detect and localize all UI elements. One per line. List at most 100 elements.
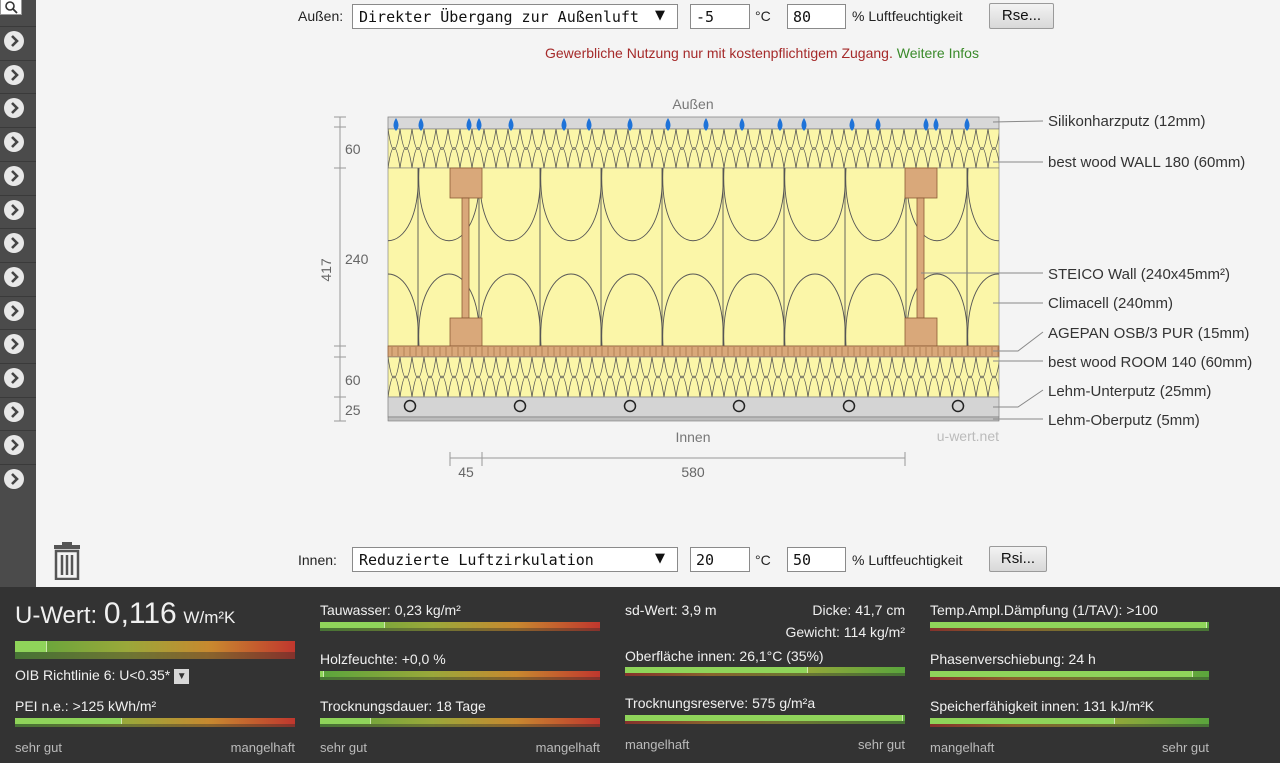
inside-temperature-input[interactable]: 20 [690,547,750,572]
sidebar-nav-button[interactable] [4,334,24,355]
holzfeuchte-bar-fill [320,671,324,677]
inside-humidity-input[interactable]: 50 [787,547,846,572]
layer-lehm-oberputz [387,416,1000,422]
weight-label: Gewicht: 114 kg/m² [785,624,905,640]
water-drop-icon [964,118,970,131]
holzfeuchte-bar [320,671,600,680]
dropdown-arrow-icon: ▼ [655,551,665,566]
dim-layer-4: 25 [345,402,361,418]
outside-transition-select[interactable]: Direkter Übergang zur Außenluft ▼ [352,4,678,29]
sidebar-separator [0,26,36,27]
oib-text: OIB Richtlinie 6: U<0.35* [15,667,171,683]
layer-label-6: best wood ROOM 140 (60mm) [1048,354,1252,371]
sidebar-nav-button[interactable] [4,233,24,254]
dropdown-arrow-icon[interactable]: ▼ [174,668,190,684]
sidebar-nav-button[interactable] [4,469,24,490]
outside-temperature-input[interactable]: -5 [690,4,750,29]
heating-pipe [403,399,417,413]
sidebar-nav-button[interactable] [4,368,24,388]
trocknungsdauer-bar [320,718,600,727]
more-info-link[interactable]: Weitere Infos [896,45,979,61]
phase-shift-bar [930,671,1209,680]
notice-text: Gewerbliche Nutzung nur mit kostenpflich… [545,45,893,61]
pei-bar-fill [15,718,123,724]
search-icon[interactable] [0,0,22,15]
layer-label-4: Climacell (240mm) [1048,295,1173,312]
rsi-button[interactable]: Rsi... [989,546,1047,572]
sidebar-nav-button[interactable] [4,300,24,321]
scale-right: sehr gut [858,737,905,752]
sidebar-nav-button[interactable] [4,64,24,85]
insulation-lobes [388,168,999,346]
holzfeuchte-label: Holzfeuchte: +0,0 % [320,651,446,667]
drying-reserve-label: Trocknungsreserve: 575 g/m²a [625,695,816,711]
sidebar-nav-button[interactable] [4,132,24,153]
inside-label: Innen: [298,552,337,568]
oib-requirement[interactable]: OIB Richtlinie 6: U<0.35* ▼ [15,667,190,684]
heat-storage-bar-fill [930,718,1116,724]
water-drop-icon [627,118,633,131]
scale-right: mangelhaft [535,740,600,755]
insulation-pattern-top [388,129,999,168]
chevron-right-icon [11,169,19,182]
water-drop-icon [801,118,807,131]
steico-stud-left [449,167,483,347]
dimension-lines-left [334,116,346,422]
bar-track [15,724,295,727]
water-drop-icon [418,118,424,131]
heating-pipe [732,399,746,413]
water-drop-icon [476,118,482,131]
water-drop-icon [393,118,399,131]
heat-storage-bar [930,718,1209,727]
tauwasser-bar-fill [320,622,386,628]
sidebar-separator [0,295,36,297]
inside-select-value: Reduzierte Luftzirkulation [359,551,594,569]
sidebar-nav-button[interactable] [4,165,24,186]
layer-lehm-unterputz [387,396,1000,418]
scale-left: sehr gut [320,740,367,755]
sidebar-nav-button[interactable] [4,98,24,119]
outside-temp-unit: °C [755,8,771,24]
u-value-unit: W/m²K [183,608,236,627]
outside-select-value: Direkter Übergang zur Außenluft [359,8,639,26]
chevron-right-icon [11,237,19,250]
water-drop-icon [508,118,514,131]
sidebar-nav-button[interactable] [4,266,24,287]
bar-track [930,724,1209,727]
layer-room-140 [387,356,1000,398]
sidebar-nav-button[interactable] [4,199,24,220]
chevron-right-icon [11,304,19,317]
sidebar-nav-button[interactable] [4,31,24,51]
layer-osb [387,345,1000,358]
sidebar-nav-button[interactable] [4,401,24,422]
outside-humidity-input[interactable]: 80 [787,4,846,29]
bar-track [320,677,600,680]
results-panel: U-Wert: 0,116 W/m²K OIB Richtlinie 6: U<… [0,587,1280,763]
layer-climacell [387,167,1000,347]
trocknungsdauer-bar-fill [320,718,372,724]
dim-layer-1: 60 [345,141,361,157]
bar-track [930,628,1209,631]
sidebar-separator [0,59,36,61]
u-value-bar [15,641,295,659]
phase-shift-label: Phasenverschiebung: 24 h [930,651,1096,667]
layer-label-5: AGEPAN OSB/3 PUR (15mm) [1048,325,1249,342]
layer-label-2: best wood WALL 180 (60mm) [1048,154,1245,171]
sidebar-nav-button[interactable] [4,435,24,456]
outside-humidity-unit: % Luftfeuchtigkeit [852,8,963,24]
inside-temp-unit: °C [755,552,771,568]
chevron-right-icon [11,136,19,149]
rse-button[interactable]: Rse... [989,3,1054,29]
layer-label-8: Lehm-Oberputz (5mm) [1048,412,1200,429]
water-drop-icon [933,118,939,131]
sd-value-label: sd-Wert: 3,9 m [625,602,717,618]
sidebar-separator [0,127,36,129]
water-drop-icon [665,118,671,131]
scale-left: mangelhaft [625,737,690,752]
u-value-bar-fill [15,641,47,652]
fiber-wave-bottom [388,357,999,397]
inside-airflow-select[interactable]: Reduzierte Luftzirkulation ▼ [352,547,678,572]
dropdown-arrow-icon: ▼ [655,8,665,23]
trash-icon[interactable] [52,542,82,585]
sidebar-separator [0,261,36,263]
